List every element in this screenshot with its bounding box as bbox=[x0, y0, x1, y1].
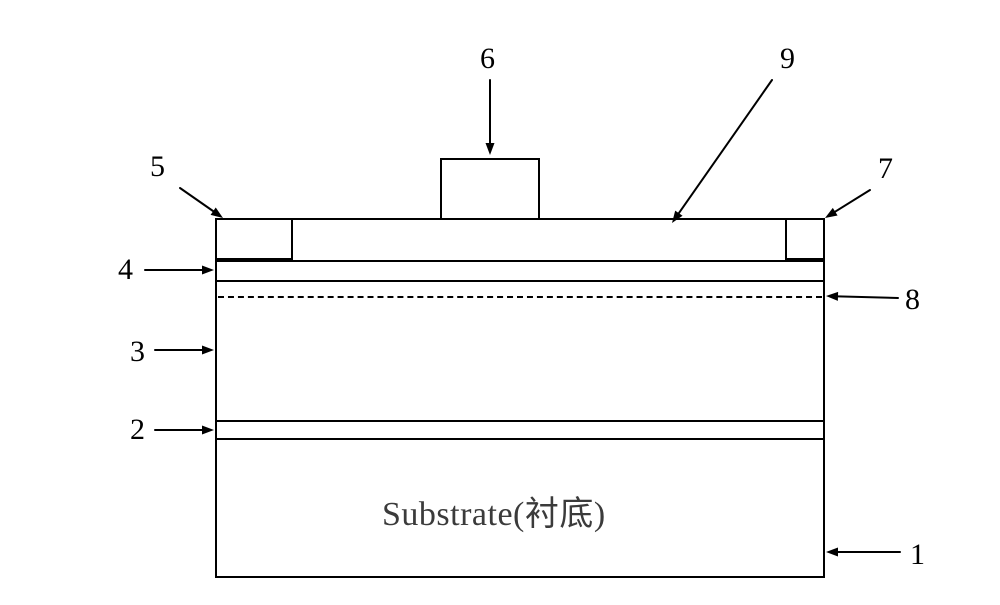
label-8: 8 bbox=[905, 283, 920, 317]
label-3: 3 bbox=[130, 335, 145, 369]
arrow-9 bbox=[656, 64, 788, 239]
label-2: 2 bbox=[130, 413, 145, 447]
label-7: 7 bbox=[878, 152, 893, 186]
diagram-stage: Substrate(衬底) 1 2 3 4 5 6 7 8 9 bbox=[0, 0, 1000, 605]
label-9: 9 bbox=[780, 42, 795, 76]
layer-9 bbox=[215, 218, 825, 260]
label-4: 4 bbox=[118, 253, 133, 287]
arrow-8 bbox=[810, 280, 914, 314]
arrow-6 bbox=[474, 64, 506, 171]
gate-6 bbox=[440, 158, 540, 218]
label-5: 5 bbox=[150, 150, 165, 184]
contact-7 bbox=[785, 218, 825, 260]
layer-3 bbox=[215, 280, 825, 420]
layer-2 bbox=[215, 420, 825, 440]
dashed-line-8 bbox=[218, 296, 822, 298]
arrow-1 bbox=[810, 536, 916, 568]
contact-5 bbox=[215, 218, 293, 260]
label-6: 6 bbox=[480, 42, 495, 76]
substrate-label: Substrate(衬底) bbox=[382, 486, 606, 535]
label-1: 1 bbox=[910, 538, 925, 572]
layer-4 bbox=[215, 260, 825, 280]
